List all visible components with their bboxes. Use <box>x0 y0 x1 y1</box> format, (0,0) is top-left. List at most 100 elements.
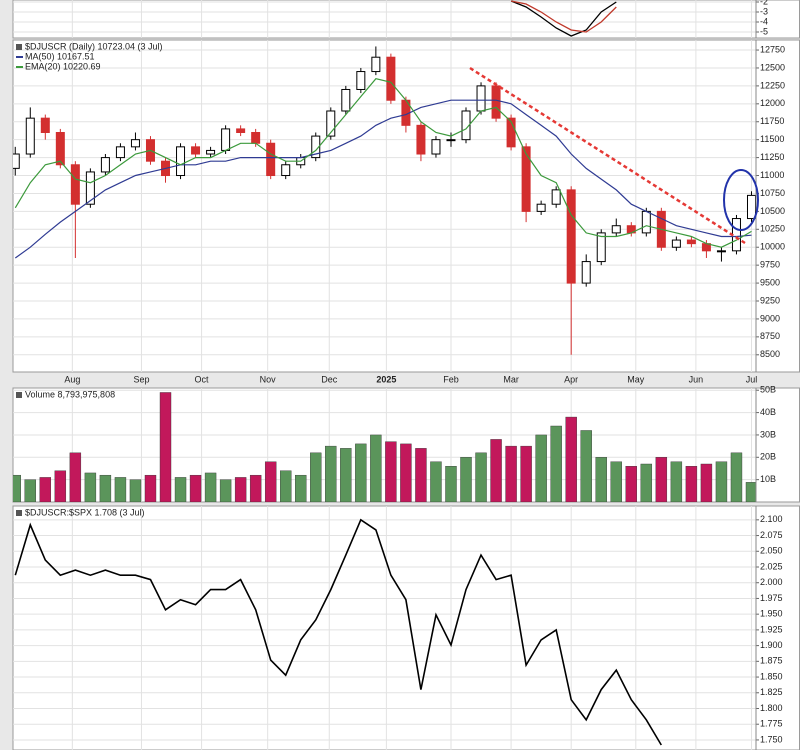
plot-area <box>13 40 756 372</box>
volume-bar <box>249 474 262 502</box>
volume-bar <box>295 474 307 502</box>
legend-label: MA(50) 10167.51 <box>25 51 95 61</box>
y-tick-label: 1.800 <box>760 703 783 713</box>
volume-bar <box>325 445 337 502</box>
y-tick-label: 2.025 <box>760 561 783 571</box>
candle-body <box>206 149 216 155</box>
volume-bar <box>400 443 412 502</box>
volume-bar <box>340 448 352 502</box>
candle-body <box>506 117 516 148</box>
volume-bar <box>700 463 713 502</box>
y-tick-label: 1.950 <box>760 609 783 619</box>
volume-bar <box>640 463 653 502</box>
candle-body <box>115 146 125 159</box>
series-line <box>510 0 617 37</box>
trendline <box>469 66 746 245</box>
volume-bar <box>595 457 607 502</box>
y-tick-label: 1.850 <box>760 671 783 681</box>
y-tick-label: -3 <box>760 6 768 16</box>
candle-body <box>581 261 591 284</box>
volume-bar <box>520 445 532 502</box>
volume-bar <box>745 482 756 502</box>
volume-bar <box>84 472 97 502</box>
x-tick-label: Jul <box>746 374 758 384</box>
volume-bar <box>174 477 187 502</box>
candle-body <box>100 157 110 173</box>
volume-bar <box>460 457 472 502</box>
volume-bar <box>234 477 247 502</box>
x-tick-label: May <box>627 374 645 384</box>
y-tick-label: 2.075 <box>760 530 783 540</box>
volume-bar <box>144 474 157 502</box>
x-tick-label: Sep <box>133 374 149 384</box>
candle-body <box>251 132 261 144</box>
y-tick-label: 10000 <box>760 242 785 252</box>
candle-body <box>236 128 246 134</box>
plot-area <box>13 388 756 502</box>
y-tick-label: 11250 <box>760 152 784 162</box>
y-tick-label: 30B <box>760 429 776 439</box>
y-tick-label: 1.775 <box>760 719 783 729</box>
candle-body <box>521 146 531 212</box>
volume-bar <box>385 441 397 502</box>
volume-bar <box>565 416 577 502</box>
candle-body <box>536 203 546 212</box>
y-tick-label: 10250 <box>760 224 785 234</box>
volume-bar <box>475 452 487 502</box>
volume-bar <box>159 392 172 502</box>
candle-body <box>176 146 186 177</box>
series-line <box>510 0 617 33</box>
volume-bar <box>204 472 217 502</box>
x-tick-label: Mar <box>503 374 519 384</box>
volume-bar <box>685 466 698 502</box>
y-tick-label: 9500 <box>760 277 780 287</box>
panel <box>12 39 800 373</box>
y-tick-label: 10750 <box>760 188 785 198</box>
volume-bar <box>280 470 292 502</box>
volume-bar <box>99 474 112 502</box>
volume-bar <box>310 452 322 502</box>
y-tick-label: 9000 <box>760 313 780 323</box>
volume-bar <box>189 474 202 502</box>
y-tick-label: 12250 <box>760 80 785 90</box>
y-tick-label: 12000 <box>760 98 785 108</box>
candle-body <box>371 56 381 73</box>
volume-bar <box>355 443 367 502</box>
candle-body <box>596 232 606 263</box>
panel-title: $DJUSCR:$SPX 1.708 (3 Jul) <box>25 507 145 517</box>
volume-bar <box>715 461 728 502</box>
plot-area <box>13 0 756 38</box>
candle-body <box>641 210 651 234</box>
x-tick-label: Oct <box>195 374 210 384</box>
candle-body <box>461 110 471 141</box>
legend-label: EMA(20) 10220.69 <box>25 61 101 71</box>
candle-body <box>70 164 80 205</box>
y-tick-label: 9750 <box>760 260 780 270</box>
y-tick-label: 2.050 <box>760 546 783 556</box>
candle-body <box>611 225 621 234</box>
volume-bar <box>610 461 622 502</box>
y-tick-label: -5 <box>760 26 768 36</box>
candle-body <box>55 132 65 166</box>
y-tick-label: 10500 <box>760 206 785 216</box>
panel-title: $DJUSCR (Daily) 10723.04 (3 Jul) <box>25 41 163 51</box>
highlight-circle <box>723 169 759 231</box>
x-tick-label: 2025 <box>376 374 396 384</box>
volume-bar <box>69 452 82 502</box>
volume-bar <box>129 479 142 502</box>
x-tick-label: Apr <box>564 374 578 384</box>
candle-body <box>130 139 140 148</box>
candle-body <box>191 146 201 155</box>
panel <box>12 505 800 750</box>
y-tick-label: 2.100 <box>760 514 783 524</box>
y-tick-label: 50B <box>760 385 776 395</box>
candle-body <box>311 135 321 159</box>
volume-bar <box>655 457 668 502</box>
volume-bar <box>505 445 517 502</box>
candle-body <box>446 139 456 142</box>
plot-area <box>13 506 756 750</box>
x-tick-label: Aug <box>64 374 80 384</box>
y-tick-label: 1.975 <box>760 593 783 603</box>
candle-body <box>566 189 576 284</box>
